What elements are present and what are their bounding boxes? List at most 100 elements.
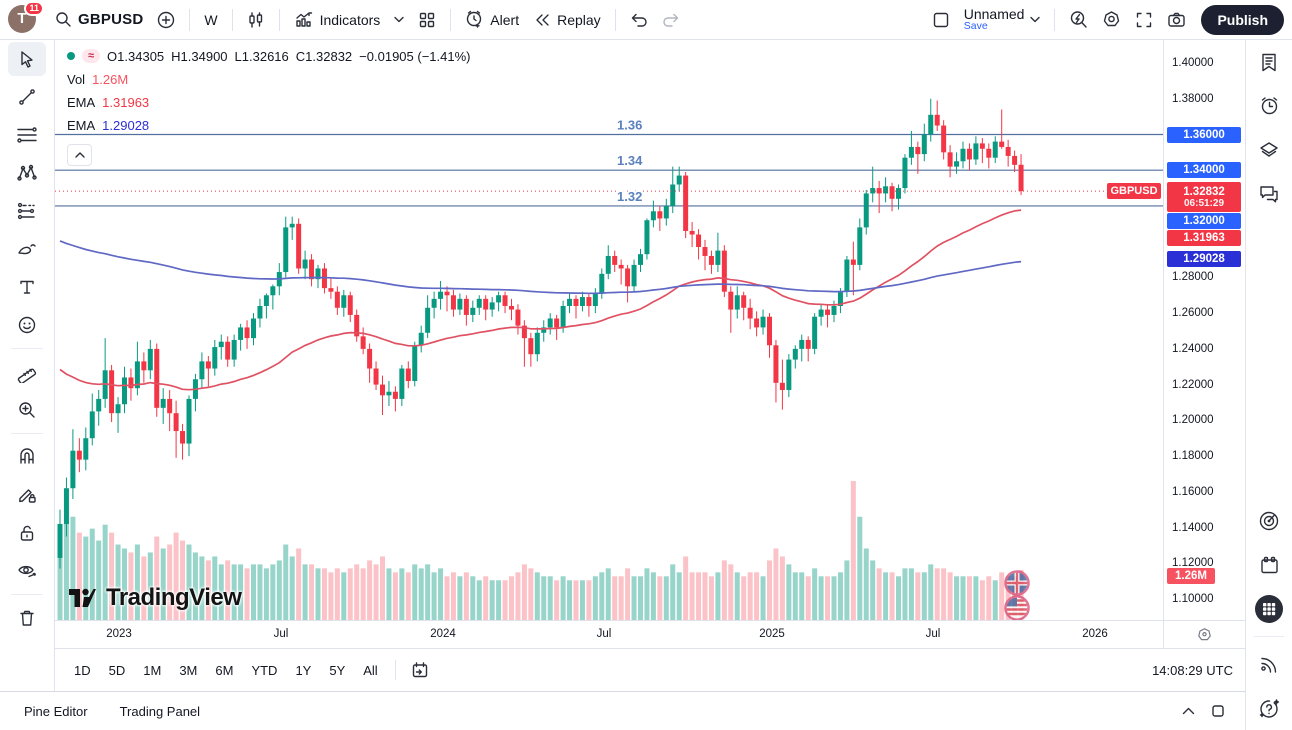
layout-grid-button[interactable]	[411, 6, 443, 34]
tool-forecast[interactable]	[8, 194, 46, 228]
compare-add-symbol-button[interactable]	[150, 6, 182, 34]
tool-patterns[interactable]	[8, 156, 46, 190]
volume-bar	[270, 564, 276, 620]
volume-bar	[644, 568, 650, 620]
tool-fib-retracement[interactable]	[8, 118, 46, 152]
help-button[interactable]	[1250, 689, 1288, 727]
time-axis[interactable]: 2023 Jul 2024 Jul 2025 Jul 2026	[55, 620, 1163, 648]
chart-style-button[interactable]	[240, 6, 272, 34]
ema-blue-line[interactable]	[59, 240, 1022, 295]
candle-body	[631, 264, 637, 287]
volume-bar	[483, 576, 489, 620]
data-approx-icon[interactable]: ≈	[82, 49, 101, 63]
go-to-date-button[interactable]	[404, 656, 437, 684]
settings-button[interactable]	[1095, 5, 1128, 34]
candle-body	[644, 220, 650, 255]
quick-search-button[interactable]	[1062, 5, 1095, 34]
tool-measure[interactable]	[8, 355, 46, 389]
object-tree-button[interactable]	[1250, 131, 1288, 169]
tool-brush[interactable]	[8, 232, 46, 266]
indicator-templates-button[interactable]	[387, 11, 411, 28]
ema-red-label: 1.31963	[1167, 230, 1241, 247]
price-axis[interactable]: 1.40000 1.38000 1.28000 1.26000 1.24000 1.220…	[1163, 40, 1245, 620]
range-button-all[interactable]: All	[355, 658, 385, 683]
volume-bar	[444, 576, 450, 620]
streams-button[interactable]	[1250, 645, 1288, 683]
snapshot-button[interactable]	[1160, 6, 1193, 33]
alert-button[interactable]: Alert	[458, 5, 526, 34]
tool-trend-line[interactable]	[8, 80, 46, 114]
tool-magnet[interactable]	[8, 440, 46, 474]
alerts-panel-button[interactable]	[1250, 87, 1288, 125]
candle-body	[76, 450, 82, 460]
legend-ema1-row[interactable]: EMA 1.31963	[67, 95, 470, 109]
user-menu-button[interactable]: T 11	[8, 0, 44, 35]
volume-bar	[392, 572, 398, 620]
redo-button[interactable]	[655, 7, 687, 32]
range-button-5y[interactable]: 5Y	[321, 658, 353, 683]
interval-button[interactable]: W	[197, 7, 224, 33]
apps-grid-button[interactable]	[1250, 590, 1288, 628]
screener-button[interactable]	[1250, 502, 1288, 540]
ohlc-close: C1.32832	[295, 48, 353, 64]
tool-cursor[interactable]	[8, 42, 46, 76]
save-layout-checkbox[interactable]	[925, 6, 957, 34]
panel-maximize-button[interactable]	[1211, 704, 1225, 718]
candle-body	[986, 148, 992, 158]
candle-body	[708, 255, 714, 265]
panel-expand-button[interactable]	[1182, 707, 1195, 715]
range-button-1d[interactable]: 1D	[66, 658, 99, 683]
range-button-6m[interactable]: 6M	[207, 658, 241, 683]
range-button-1m[interactable]: 1M	[135, 658, 169, 683]
volume-bar	[941, 568, 947, 620]
price-chart-canvas[interactable]: 1.36 1.34 1.32	[55, 40, 1163, 620]
publish-button[interactable]: Publish	[1201, 4, 1284, 35]
legend-main-row[interactable]: ≈ O1.34305 H1.34900 L1.32616 C1.32832 −0…	[67, 49, 470, 63]
tool-drawing-mode[interactable]	[8, 478, 46, 512]
calendar-button[interactable]	[1250, 546, 1288, 584]
pine-editor-button[interactable]: Pine Editor	[14, 698, 98, 725]
symbol-search-button[interactable]: GBPUSD	[48, 6, 150, 33]
volume-bar	[586, 580, 592, 620]
candle-body	[547, 318, 553, 328]
tool-emoji[interactable]	[8, 308, 46, 342]
watchlist-button[interactable]	[1250, 43, 1288, 81]
undo-button[interactable]	[623, 7, 655, 32]
market-open-dot-icon	[67, 52, 75, 60]
axis-settings-corner[interactable]	[1163, 620, 1245, 648]
tool-lock-all[interactable]	[8, 516, 46, 550]
candle-body	[721, 250, 727, 292]
range-button-1y[interactable]: 1Y	[287, 658, 319, 683]
chat-button[interactable]	[1250, 175, 1288, 213]
volume-bar	[450, 572, 456, 620]
replay-button[interactable]: Replay	[526, 7, 608, 33]
layout-name-button[interactable]: Unnamed Save	[957, 2, 1048, 38]
lock-open-icon	[20, 525, 34, 541]
legend-ema2-row[interactable]: EMA 1.29028	[67, 118, 470, 132]
volume-bar	[928, 564, 934, 620]
tool-hide-drawings[interactable]	[8, 554, 46, 588]
eye-icon	[18, 565, 36, 578]
trading-panel-button[interactable]: Trading Panel	[110, 698, 210, 725]
candle-body	[683, 175, 689, 231]
legend-collapse-button[interactable]	[67, 144, 92, 166]
volume-bar	[747, 572, 753, 620]
volume-bar	[741, 576, 747, 620]
text-tool-icon	[20, 280, 34, 294]
range-button-ytd[interactable]: YTD	[243, 658, 285, 683]
server-clock[interactable]: 14:08:29 UTC	[1152, 662, 1233, 678]
fullscreen-button[interactable]	[1128, 6, 1160, 34]
range-button-3m[interactable]: 3M	[171, 658, 205, 683]
line-label-1-32: 1.32000	[1167, 213, 1241, 230]
ema-red-line[interactable]	[59, 209, 1022, 391]
chart-pane[interactable]: 1.36 1.34 1.32 TradingView ≈ O1.34305 H1.3…	[55, 40, 1163, 620]
candle-body	[225, 341, 231, 360]
range-button-5d[interactable]: 5D	[101, 658, 134, 683]
legend-volume-row[interactable]: Vol 1.26M	[67, 72, 470, 86]
tool-zoom-in[interactable]	[8, 393, 46, 427]
tool-remove-drawings[interactable]	[8, 601, 46, 635]
brush-icon	[18, 244, 36, 255]
indicators-button[interactable]: Indicators	[287, 6, 388, 34]
save-link[interactable]: Save	[963, 20, 988, 33]
tool-text[interactable]	[8, 270, 46, 304]
